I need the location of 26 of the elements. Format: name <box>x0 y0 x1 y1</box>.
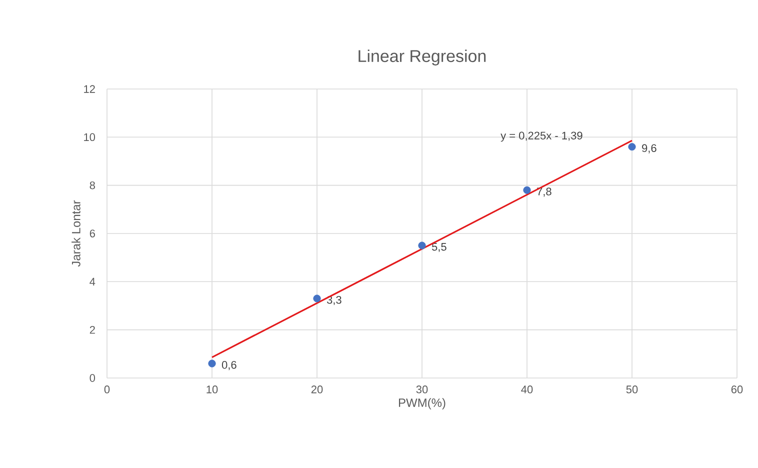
data-label: 5,5 <box>432 243 446 252</box>
x-tick-label: 10 <box>206 386 218 394</box>
x-tick-label: 50 <box>626 386 638 394</box>
y-tick-label: 4 <box>90 278 96 286</box>
x-tick-label: 40 <box>521 386 533 394</box>
x-tick-label: 0 <box>104 386 110 394</box>
y-tick-label: 12 <box>84 85 95 93</box>
data-label: 0,6 <box>222 361 236 370</box>
y-tick-label: 2 <box>90 326 95 334</box>
x-tick-label: 60 <box>731 386 743 394</box>
annotation: y = 0,225x - 1,39 <box>500 132 582 142</box>
y-tick-label: 6 <box>90 230 95 238</box>
point <box>208 360 216 368</box>
chart-title: Linear Regresion <box>358 50 486 66</box>
point <box>628 142 636 151</box>
point <box>418 242 426 250</box>
point <box>523 186 531 194</box>
x-tick-label: 30 <box>416 386 428 394</box>
data-label: 9,6 <box>642 144 656 154</box>
y-tick-label: 10 <box>84 133 96 142</box>
y-axis-title: Jarak Lontar <box>72 200 80 267</box>
x-axis-title: PWM(%) <box>398 398 446 410</box>
y-tick-label: 8 <box>90 181 95 190</box>
x-tick-label: 20 <box>311 386 323 394</box>
point <box>313 294 321 302</box>
y-tick-label: 0 <box>90 374 96 382</box>
